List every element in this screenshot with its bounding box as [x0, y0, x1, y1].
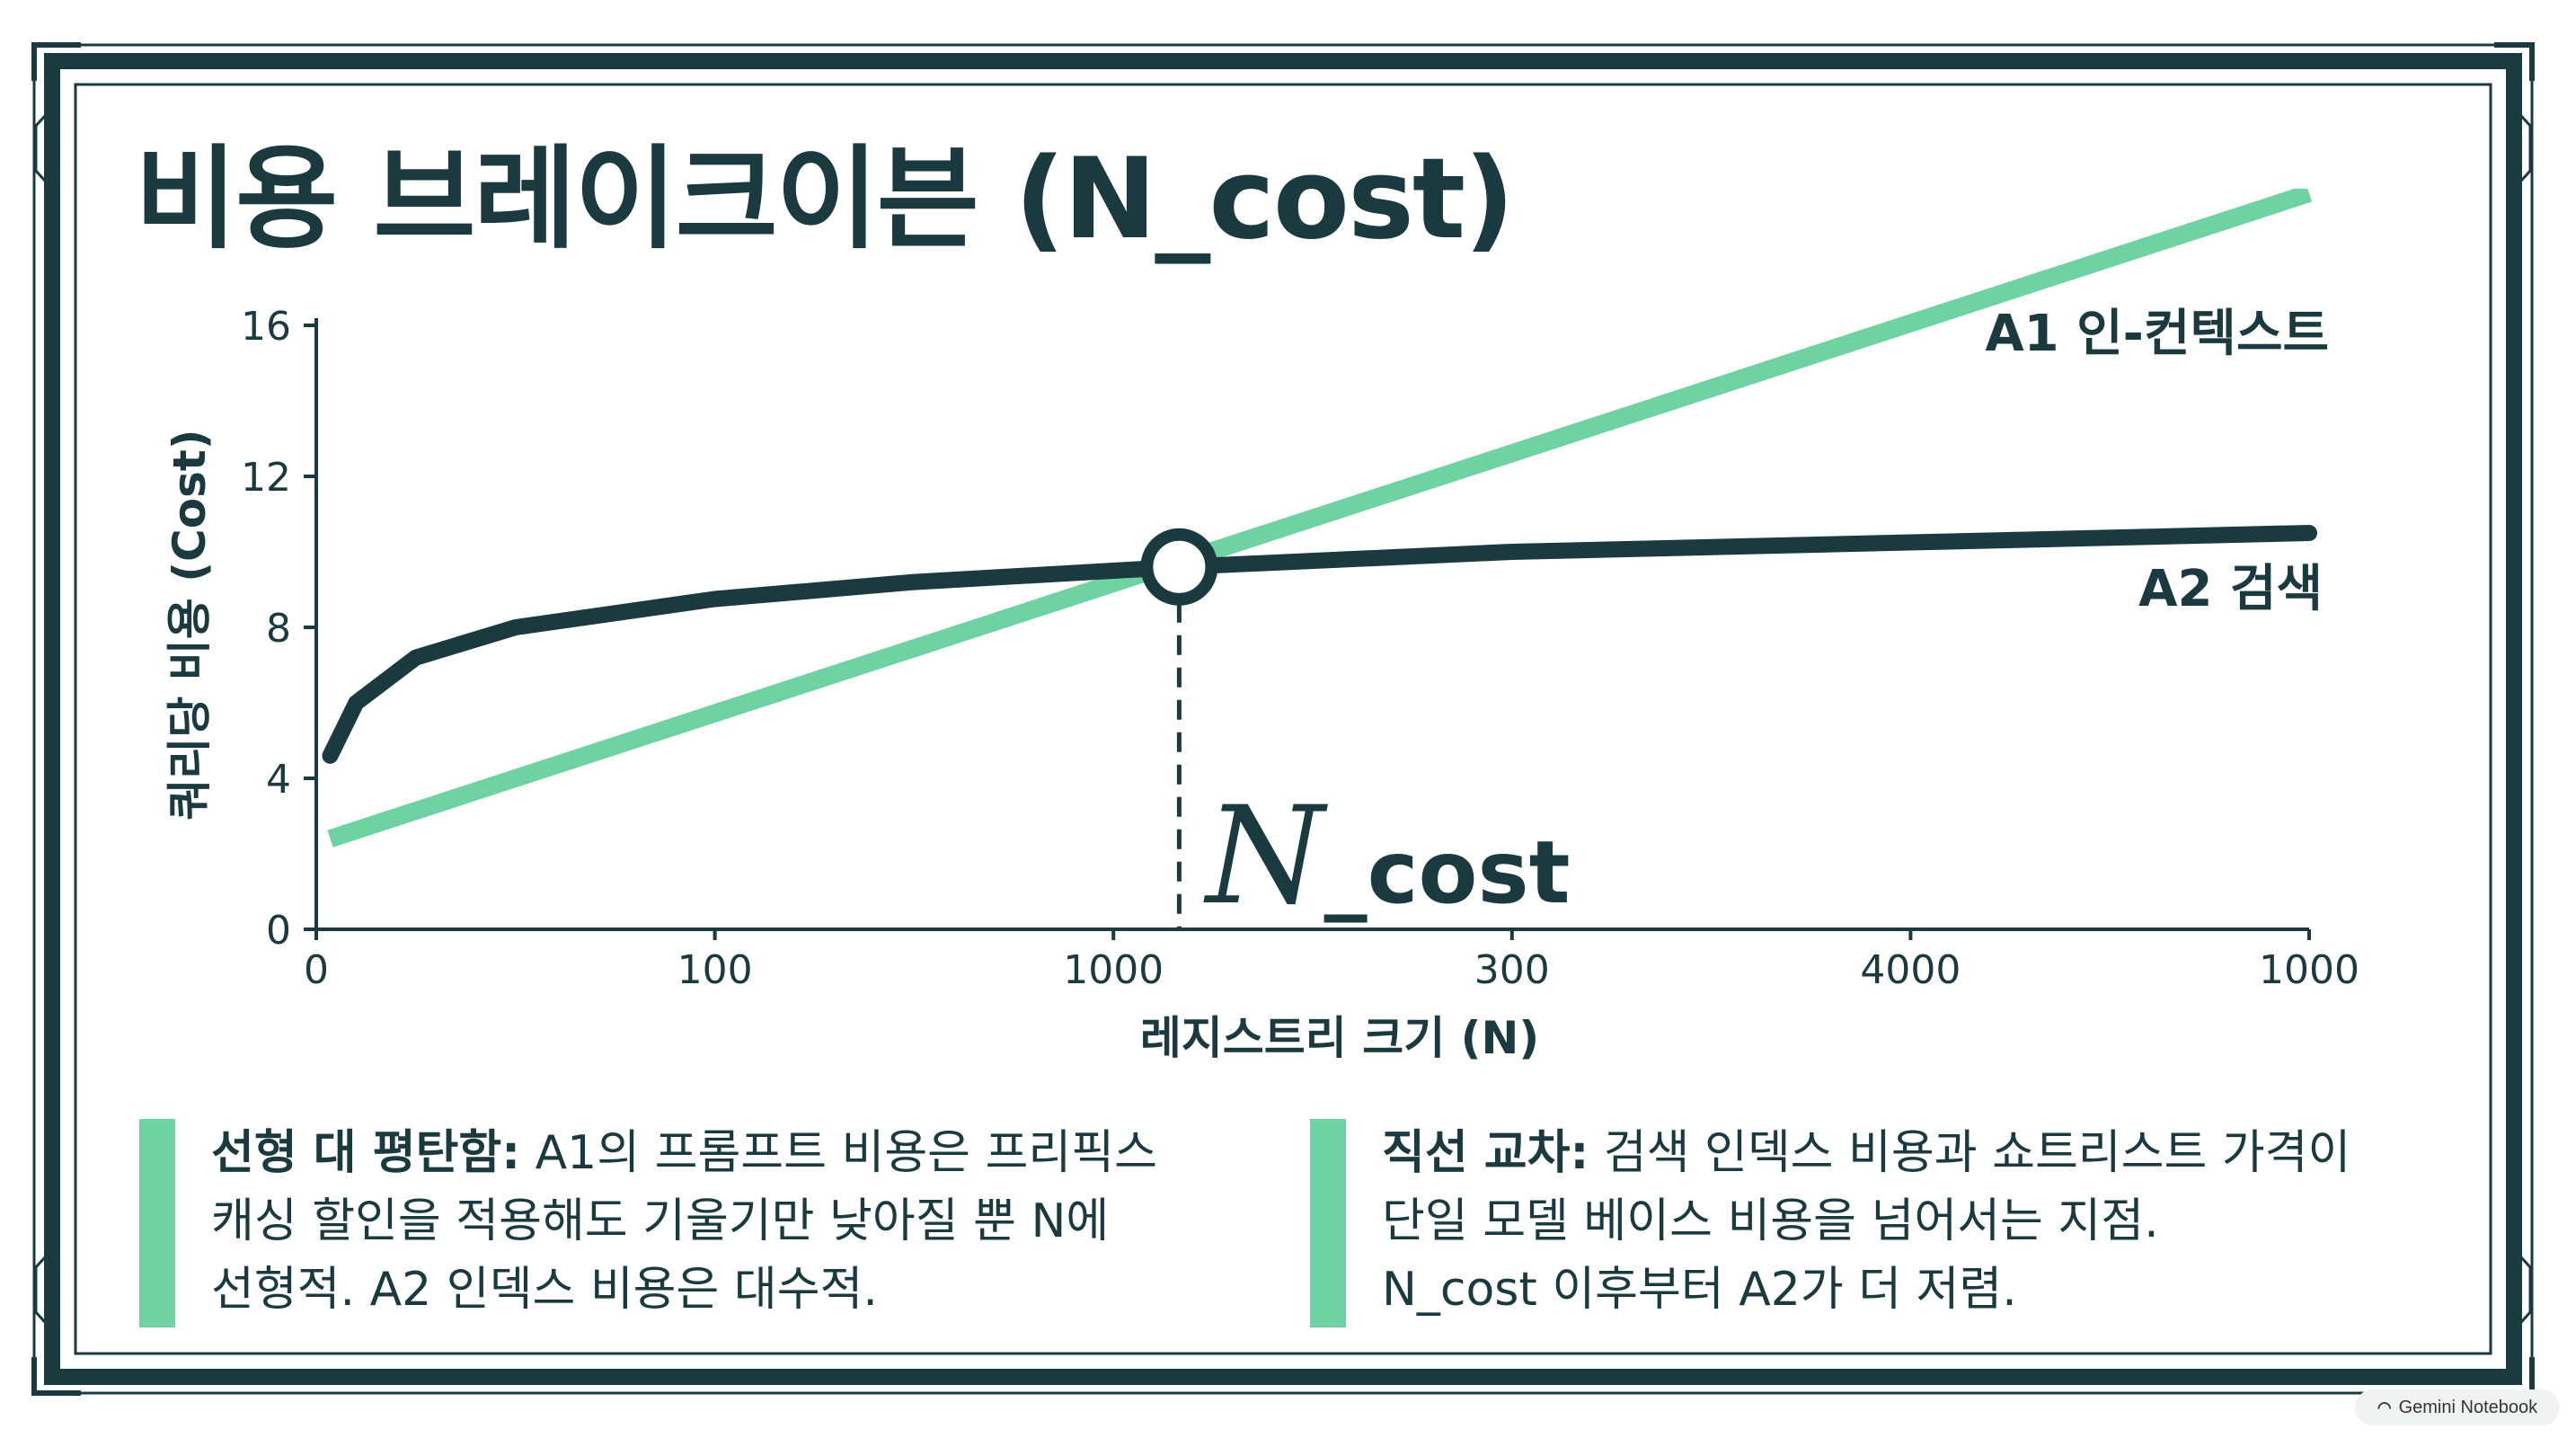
y-tick-label: 0 [266, 908, 291, 954]
y-axis-label: 쿼리당 비용 (Cost) [164, 429, 216, 820]
badge-label: Gemini Notebook [2398, 1397, 2538, 1417]
series-label-a1-in-context: A1 인-컨텍스트 [1985, 305, 2329, 363]
n-cost-annotation: N_cost [1203, 778, 1570, 935]
note-line: 캐싱 할인을 적용해도 기울기만 낮아질 뿐 N에 [211, 1194, 1110, 1248]
note-label: 선형 대 평탄함: [211, 1126, 521, 1180]
x-tick-label: 0 [304, 947, 329, 993]
y-tick-label: 4 [266, 757, 291, 803]
note-line: 검색 인덱스 비용과 쇼트리스트 가격이 [1603, 1126, 2351, 1180]
note-accent-bar [1310, 1119, 1346, 1327]
note-line: A1의 프롬프트 비용은 프리픽스 [535, 1126, 1157, 1180]
note-line: 선형적. A2 인덱스 비용은 대수적. [211, 1263, 878, 1317]
series-label-a2-retrieval: A2 검색 [2138, 560, 2323, 618]
note-text: 선형 대 평탄함: A1의 프롬프트 비용은 프리픽스 캐싱 할인을 적용해도 … [211, 1119, 1157, 1324]
y-tick-label: 8 [266, 606, 291, 652]
note-label: 직선 교차: [1382, 1126, 1589, 1180]
y-tick-label: 16 [241, 304, 291, 350]
note-accent-bar [139, 1119, 175, 1327]
note-line: 단일 모델 베이스 비용을 넘어서는 지점. [1382, 1194, 2159, 1248]
x-axis-label: 레지스트리 크기 (N) [1140, 1012, 1539, 1064]
y-tick-label: 12 [241, 455, 291, 501]
note-line: N_cost 이후부터 A2가 더 저렴. [1382, 1263, 2017, 1317]
crossover-point-marker [1140, 528, 1218, 606]
x-tick-label: 1000 [2259, 947, 2359, 993]
note-text: 직선 교차: 검색 인덱스 비용과 쇼트리스트 가격이 단일 모델 베이스 비용… [1382, 1119, 2350, 1324]
series-line-a2-retrieval [322, 525, 2317, 764]
gemini-notebook-icon: ◠ [2377, 1398, 2392, 1416]
x-tick-label: 4000 [1860, 947, 1961, 993]
x-tick-label: 100 [677, 947, 753, 993]
x-tick-label: 300 [1474, 947, 1550, 993]
slide-title: 비용 브레이크이븐 (N_cost) [135, 135, 1515, 264]
x-tick-label: 1000 [1063, 947, 1164, 993]
series-line-a1-in-context [327, 189, 2313, 848]
gemini-notebook-badge[interactable]: ◠ Gemini Notebook [2355, 1389, 2560, 1425]
